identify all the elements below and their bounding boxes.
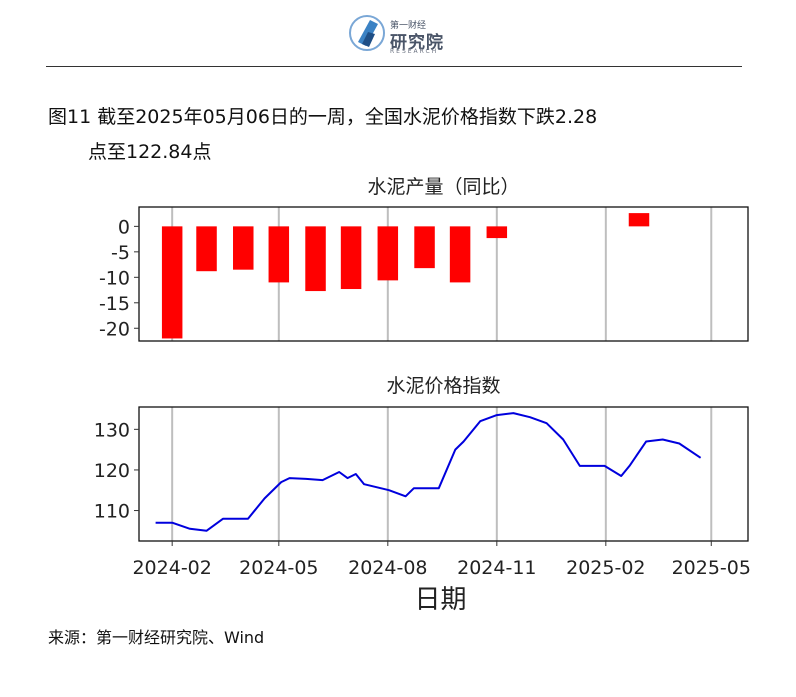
- bar-ytick-label-3: -15: [99, 293, 130, 315]
- bar-2024-08: [377, 226, 399, 281]
- bar-ytick-label-0: 0: [118, 216, 130, 238]
- bar-2024-03: [196, 226, 217, 272]
- bar-ytick-label-4: -20: [99, 318, 130, 340]
- source-note: 来源：第一财经研究院、Wind: [48, 628, 265, 647]
- figure-title-line1: 图11 截至2025年05月06日的一周，全国水泥价格指数下跌2.28: [48, 106, 598, 128]
- xtick-label-3: 2024-11: [457, 557, 536, 579]
- figure-title-line2: 点至122.84点: [88, 141, 212, 163]
- xtick-label-2: 2024-08: [348, 557, 427, 579]
- xtick-label-5: 2025-05: [672, 557, 751, 579]
- logo-main-text: 研究院: [390, 33, 444, 53]
- line-plot-frame: [138, 406, 749, 542]
- line-ytick-label-1: 120: [94, 460, 130, 482]
- line-ytick-label-2: 130: [94, 419, 130, 441]
- logo: 第一财经 研究院 RESEARCH: [340, 6, 460, 58]
- bar-2024-07: [340, 226, 362, 290]
- header-divider: [46, 66, 742, 67]
- bar-2024-09: [414, 226, 435, 269]
- bar-2024-02: [161, 226, 183, 339]
- bar-2024-10: [449, 226, 471, 283]
- line-chart-title: 水泥价格指数: [386, 375, 500, 397]
- bar-2024-06: [305, 226, 326, 292]
- bar-chart-title: 水泥产量（同比）: [367, 176, 519, 198]
- bar-2025-03: [628, 213, 650, 227]
- bar-ytick-label-2: -10: [99, 267, 130, 289]
- xtick-label-0: 2024-02: [132, 557, 211, 579]
- bar-plot-frame: [138, 206, 749, 342]
- bar-ytick-label-1: -5: [111, 242, 130, 264]
- bar-2024-04: [233, 226, 254, 270]
- xtick-label-4: 2025-02: [566, 557, 645, 579]
- research-logo-icon: [349, 15, 385, 51]
- bar-2024-11: [486, 226, 508, 239]
- price-index-line: [155, 412, 702, 532]
- logo-sub-text: RESEARCH: [390, 48, 439, 55]
- line-ytick-label-0: 110: [94, 501, 130, 523]
- bar-2024-05: [268, 226, 290, 283]
- x-axis-title: 日期: [414, 585, 466, 615]
- logo-top-text: 第一财经: [390, 21, 427, 31]
- xtick-label-1: 2024-05: [239, 557, 318, 579]
